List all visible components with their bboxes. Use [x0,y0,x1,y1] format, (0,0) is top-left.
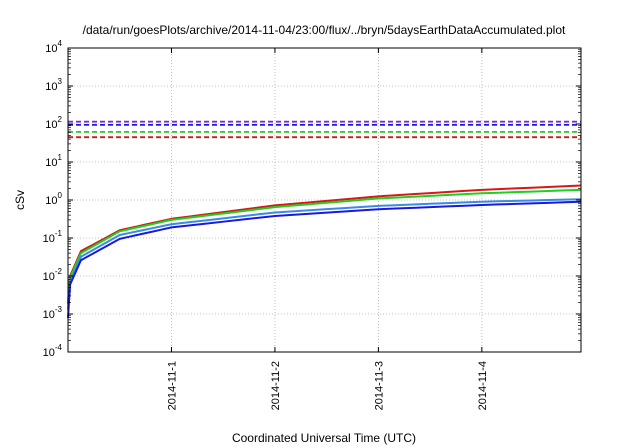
chart-title: /data/run/goesPlots/archive/2014-11-04/2… [83,23,566,37]
plot-frame [67,47,582,353]
x-tick-label: 2014-11-4 [477,361,489,410]
y-tick-label: 10-4 [43,343,63,359]
y-axis-ticks: 10-4 10-3 10-2 10-1 100 101 102 103 104 [43,39,581,359]
series-line [67,200,582,318]
series-line [67,188,582,305]
y-tick-label: 10-1 [43,229,63,245]
grid-lines [68,48,581,352]
series-lines [67,184,582,318]
y-tick-label: 10-2 [43,267,63,283]
x-axis-ticks: 2014-11-1 2014-11-2 2014-11-3 2014-11-4 [166,48,489,410]
y-tick-label: 102 [45,115,62,131]
y-tick-label: 104 [45,39,62,55]
y-tick-label: 103 [45,77,62,93]
threshold-lines [68,120,581,139]
series-line [67,198,582,310]
y-tick-label: 10-3 [43,305,63,321]
y-tick-label: 100 [45,191,62,207]
y-tick-label: 101 [45,153,62,169]
x-tick-label: 2014-11-1 [166,361,178,410]
x-axis-label: Coordinated Universal Time (UTC) [232,431,416,445]
x-tick-label: 2014-11-2 [270,361,282,410]
x-tick-label: 2014-11-3 [373,361,385,410]
y-axis-label: cSv [13,190,27,210]
